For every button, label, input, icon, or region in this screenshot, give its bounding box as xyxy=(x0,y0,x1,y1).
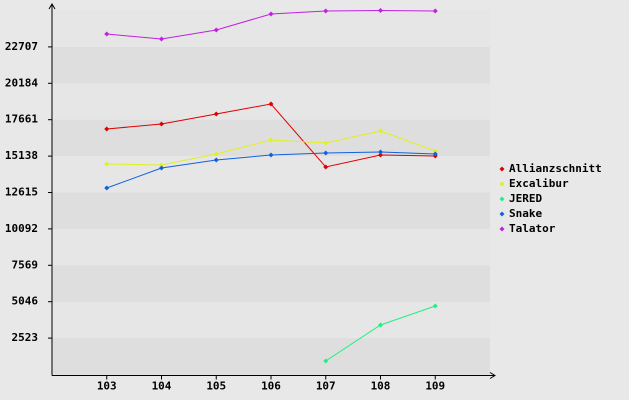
legend-marker xyxy=(499,181,505,187)
y-tick-label: 15138 xyxy=(5,149,38,162)
data-point xyxy=(268,152,274,158)
data-point xyxy=(323,164,329,170)
data-point xyxy=(323,150,329,156)
data-point xyxy=(104,161,110,167)
legend-label: Excalibur xyxy=(509,177,569,190)
legend-label: Allianzschnitt xyxy=(509,162,602,175)
data-point xyxy=(378,8,383,13)
legend-marker xyxy=(499,196,505,202)
band xyxy=(52,228,490,266)
band xyxy=(52,338,490,375)
band xyxy=(52,46,490,84)
data-point xyxy=(268,137,274,143)
data-point xyxy=(432,303,438,309)
data-point xyxy=(213,27,219,33)
data-point xyxy=(432,148,438,154)
data-point xyxy=(432,151,438,157)
legend-label: JERED xyxy=(509,192,542,205)
legend-marker xyxy=(499,226,505,232)
x-tick-label: 103 xyxy=(97,380,117,393)
y-tick-label: 12615 xyxy=(5,186,38,199)
y-tick-label: 2523 xyxy=(12,331,39,344)
x-tick-label: 104 xyxy=(152,380,172,393)
band xyxy=(52,10,490,47)
data-point xyxy=(159,162,164,168)
y-tick-label: 7569 xyxy=(12,258,39,271)
y-tick-label: 22707 xyxy=(5,40,38,53)
data-point xyxy=(378,149,383,155)
band xyxy=(52,301,490,339)
data-point xyxy=(213,157,219,163)
data-point xyxy=(378,322,383,328)
x-tick-label: 107 xyxy=(316,380,336,393)
band xyxy=(52,156,490,193)
band xyxy=(52,192,490,229)
data-point xyxy=(104,185,110,191)
legend-label: Snake xyxy=(509,207,542,220)
data-point xyxy=(323,8,329,14)
data-point xyxy=(159,165,164,171)
legend-marker xyxy=(499,166,505,172)
data-point xyxy=(432,8,438,14)
x-tick-label: 106 xyxy=(261,380,281,393)
data-point xyxy=(323,140,329,146)
x-arrow xyxy=(489,372,496,379)
data-point xyxy=(378,152,383,158)
y-tick-label: 10092 xyxy=(5,222,38,235)
data-point xyxy=(104,126,110,132)
data-point xyxy=(159,121,164,127)
legend-marker xyxy=(499,211,505,217)
x-tick-label: 108 xyxy=(371,380,391,393)
data-point xyxy=(268,11,274,17)
y-tick-label: 5046 xyxy=(12,295,39,308)
y-arrow xyxy=(48,3,56,10)
data-point xyxy=(213,111,219,117)
data-point xyxy=(159,36,164,42)
x-tick-label: 105 xyxy=(206,380,226,393)
data-point xyxy=(213,151,219,157)
x-tick-label: 109 xyxy=(425,380,445,393)
data-point xyxy=(268,101,274,107)
y-tick-label: 20184 xyxy=(5,76,38,89)
band xyxy=(52,83,490,120)
data-point xyxy=(104,31,110,37)
data-point xyxy=(323,358,329,364)
y-tick-label: 17661 xyxy=(5,113,38,126)
data-point xyxy=(378,128,383,134)
band xyxy=(52,265,490,302)
legend-label: Talator xyxy=(509,222,556,235)
